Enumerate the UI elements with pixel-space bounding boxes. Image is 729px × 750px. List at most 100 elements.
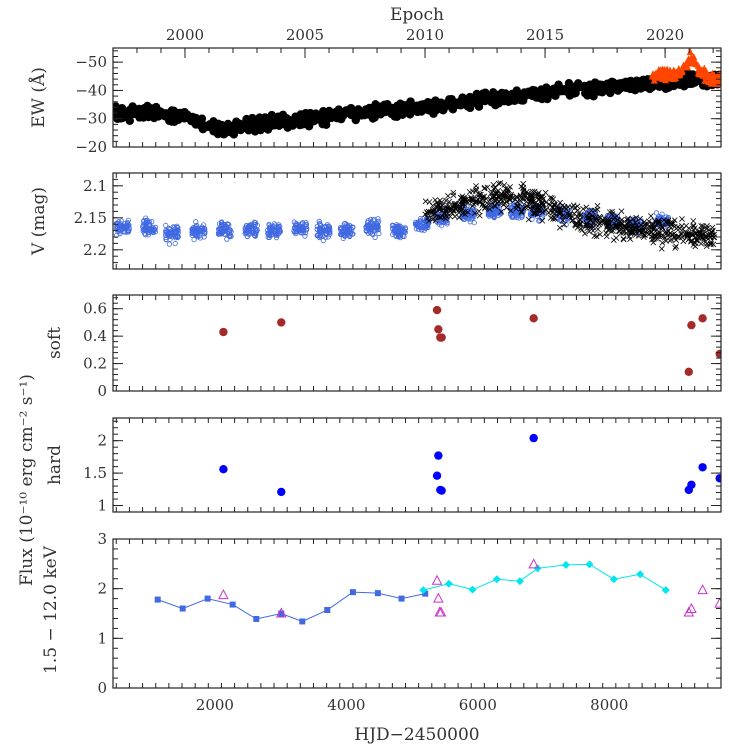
- data-point: [473, 186, 480, 193]
- data-point: [487, 201, 494, 208]
- data-point: [247, 224, 254, 231]
- data-point: [118, 218, 125, 224]
- data-point: [532, 210, 539, 217]
- data-point: [521, 90, 531, 99]
- data-point: [331, 107, 341, 117]
- data-point: [588, 224, 594, 231]
- data-point: [419, 586, 428, 595]
- data-point: [372, 103, 381, 112]
- data-point: [583, 204, 590, 211]
- data-point: [640, 232, 647, 238]
- x-tick-label: 6000: [459, 696, 497, 714]
- data-point: [595, 226, 601, 233]
- data-point: [606, 209, 613, 215]
- data-point: [592, 207, 598, 214]
- data-point: [406, 97, 415, 106]
- data-point: [119, 223, 125, 229]
- data-point: [166, 241, 172, 247]
- y-tick-label: −30: [75, 110, 107, 128]
- hard-series: [219, 433, 721, 497]
- data-point: [163, 222, 169, 229]
- data-point: [349, 589, 356, 596]
- data-point: [491, 202, 498, 209]
- data-point: [593, 233, 600, 240]
- data-point: [244, 233, 250, 239]
- data-point: [252, 222, 258, 228]
- data-point: [383, 100, 392, 109]
- data-point: [374, 590, 381, 597]
- data-point: [235, 125, 244, 135]
- data-point: [650, 236, 657, 243]
- data-point: [436, 202, 442, 209]
- data-point: [609, 208, 615, 215]
- data-point: [370, 217, 376, 223]
- data-point: [145, 219, 151, 225]
- data-point: [698, 463, 707, 472]
- data-point: [327, 113, 336, 123]
- data-point: [698, 314, 707, 323]
- data-point: [204, 595, 211, 602]
- data-point: [653, 210, 660, 216]
- y-tick-label: −40: [75, 81, 107, 99]
- data-point: [637, 215, 643, 222]
- data-point: [474, 102, 484, 111]
- panel-vmag: 2.1 2.15 2.2 V (mag): [29, 172, 722, 270]
- data-point: [697, 584, 708, 595]
- data-point: [580, 206, 587, 212]
- data-point: [556, 207, 563, 214]
- data-point: [294, 221, 300, 227]
- data-point: [715, 474, 721, 483]
- data-point: [711, 234, 718, 241]
- hard-frame: [112, 417, 722, 513]
- data-point: [486, 197, 493, 203]
- data-point: [545, 209, 552, 216]
- epoch-tick-label: 2010: [406, 26, 444, 44]
- data-point: [471, 210, 478, 216]
- data-point: [202, 230, 208, 237]
- data-point: [320, 225, 326, 231]
- data-point: [540, 195, 547, 202]
- data-point: [320, 113, 329, 122]
- data-point: [437, 218, 443, 224]
- data-point: [504, 97, 513, 106]
- data-point: [638, 218, 645, 224]
- data-point: [529, 188, 536, 195]
- y-tick-label: 2: [97, 580, 107, 598]
- data-point: [213, 129, 223, 139]
- data-point: [695, 234, 702, 241]
- data-point: [673, 243, 679, 250]
- data-point: [569, 217, 575, 224]
- data-point: [679, 223, 685, 229]
- data-point: [648, 213, 654, 219]
- data-point: [175, 225, 181, 231]
- x-tick-label: 8000: [590, 696, 628, 714]
- data-point: [437, 333, 446, 342]
- data-point: [508, 191, 515, 198]
- data-point: [171, 112, 181, 121]
- data-point: [468, 585, 477, 594]
- data-point: [606, 226, 613, 233]
- data-point: [714, 597, 721, 608]
- data-point: [390, 226, 396, 233]
- data-point: [704, 223, 710, 229]
- data-point: [654, 220, 661, 227]
- data-point: [529, 216, 535, 222]
- data-point: [347, 233, 353, 239]
- data-point: [701, 235, 707, 242]
- data-point: [659, 211, 665, 217]
- data-point: [275, 230, 281, 236]
- data-point: [125, 105, 134, 115]
- data-point: [537, 194, 543, 201]
- y-tick-label: 0.4: [83, 327, 107, 345]
- data-point: [575, 210, 582, 217]
- data-point: [434, 199, 441, 206]
- data-point: [227, 234, 233, 240]
- data-point: [275, 607, 287, 618]
- data-point: [591, 233, 598, 239]
- data-point: [431, 106, 440, 115]
- flux-frame: [112, 538, 722, 689]
- data-point: [549, 199, 556, 206]
- data-point: [604, 223, 610, 229]
- data-point: [493, 92, 502, 102]
- y-axis-title-vmag: V (mag): [29, 187, 49, 256]
